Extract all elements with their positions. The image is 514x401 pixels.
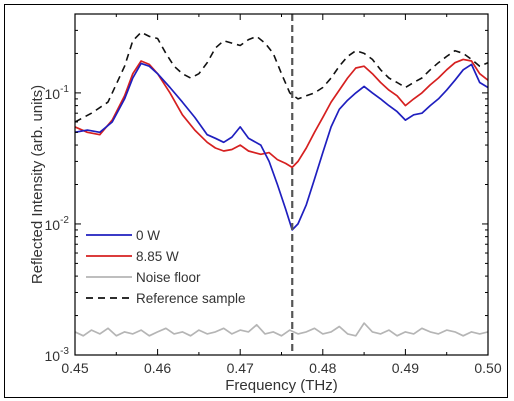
legend-label-3: Reference sample (136, 291, 246, 306)
series-line-3 (75, 31, 488, 123)
legend-label-0: 0 W (136, 228, 160, 243)
y-tick-label: 10-1 (45, 84, 70, 102)
x-tick-label: 0.45 (61, 360, 88, 376)
series-layer (75, 31, 488, 337)
series-line-0 (75, 62, 488, 231)
x-tick-label: 0.49 (392, 360, 419, 376)
x-tick-label: 0.47 (227, 360, 254, 376)
legend-label-1: 8.85 W (136, 249, 179, 264)
y-tick-label: 10-2 (45, 215, 70, 233)
x-tick-label: 0.50 (474, 360, 501, 376)
legend: 0 W 8.85 W Noise floor Reference sample (86, 228, 246, 306)
series-line-1 (75, 58, 488, 169)
legend-label-2: Noise floor (136, 270, 201, 285)
y-tick-label: 10-3 (45, 346, 70, 364)
x-tick-label: 0.46 (144, 360, 171, 376)
y-axis-label: Reflected Intensity (arb. units) (29, 85, 46, 284)
x-axis-label: Frequency (THz) (225, 377, 338, 394)
x-tick-label: 0.48 (309, 360, 336, 376)
chart-frame (4, 4, 508, 398)
ticks-layer: 0.45 0.46 0.47 0.48 0.49 0.50 10-3 10-2 10-1 (45, 13, 502, 376)
series-line-2 (75, 322, 488, 337)
